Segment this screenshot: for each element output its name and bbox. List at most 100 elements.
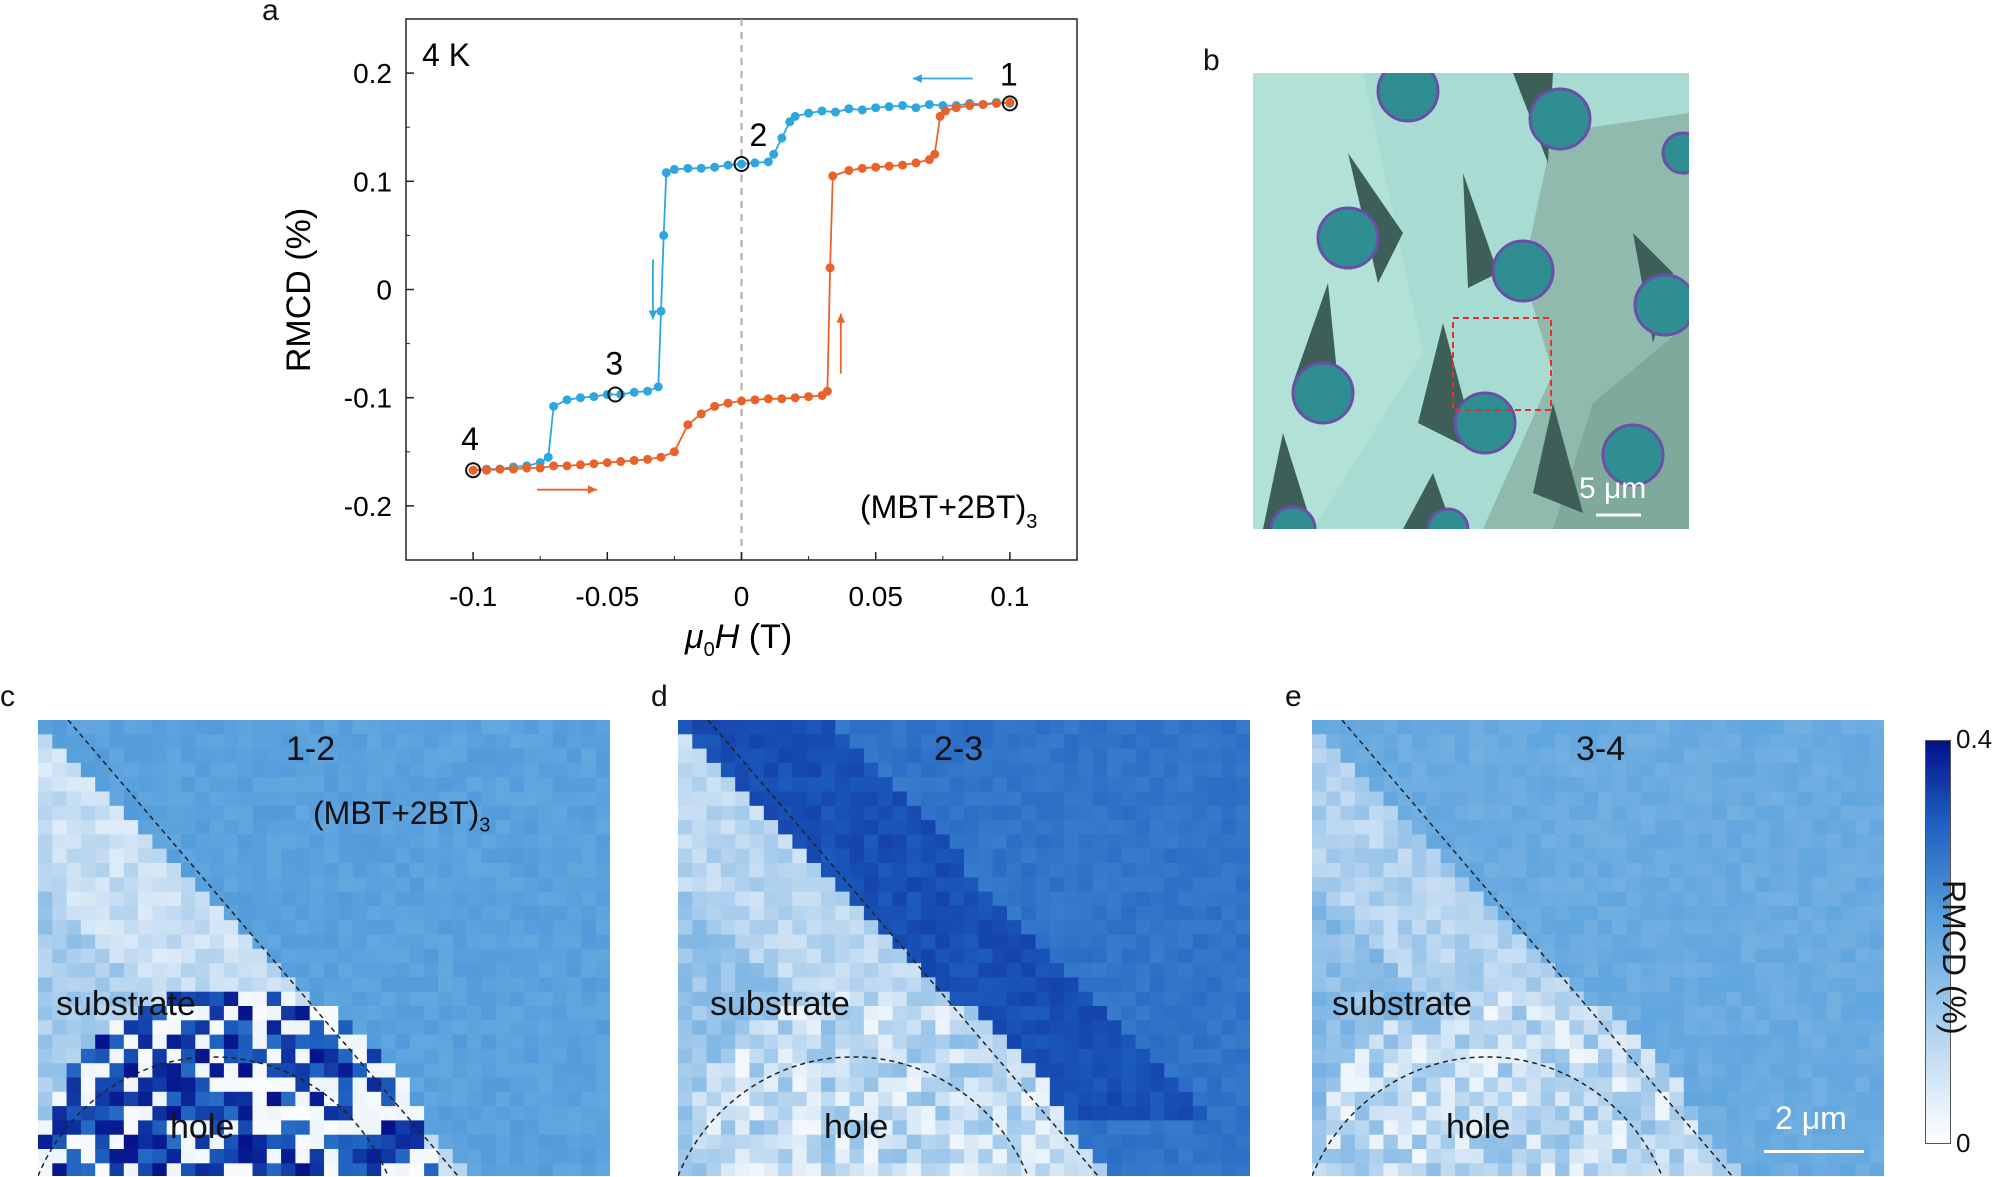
sample-label: (MBT+2BT)3 xyxy=(860,489,1037,533)
data-point xyxy=(549,401,559,411)
flake-5 xyxy=(1533,403,1583,513)
region-of-interest-box xyxy=(1452,317,1552,411)
data-point xyxy=(653,382,663,392)
x-tick-label: 0 xyxy=(734,581,750,612)
data-point xyxy=(575,460,585,470)
flake-edge-line xyxy=(67,720,459,1176)
hole-label-e: hole xyxy=(1446,1108,1511,1146)
data-point xyxy=(589,392,599,402)
photo-scale-label: 5 μm xyxy=(1579,472,1646,505)
data-point xyxy=(777,394,787,404)
data-point xyxy=(629,387,639,397)
data-point xyxy=(696,163,706,173)
data-point xyxy=(884,102,894,112)
data-point xyxy=(951,103,961,113)
map-title-1-2: 1-2 xyxy=(286,730,336,768)
data-point xyxy=(543,452,553,462)
data-point xyxy=(522,463,532,473)
flake-3 xyxy=(1293,283,1338,383)
data-point xyxy=(871,103,881,113)
map-scale-label: 2 μm xyxy=(1775,1100,1847,1136)
data-point xyxy=(857,105,867,115)
data-point xyxy=(643,454,653,464)
data-point xyxy=(898,160,908,170)
hole-edge-arc xyxy=(1312,1056,1663,1176)
data-point xyxy=(930,149,940,159)
data-point xyxy=(659,230,669,240)
rmcd-map-2-3 xyxy=(678,720,1250,1176)
data-point xyxy=(822,386,832,396)
data-point xyxy=(750,158,760,168)
y-tick-label: 0.2 xyxy=(353,58,392,89)
state-label-4: 4 xyxy=(461,421,479,457)
flake-1 xyxy=(1348,153,1403,283)
data-point xyxy=(683,163,693,173)
data-point xyxy=(562,461,572,471)
data-point xyxy=(482,465,492,475)
data-point xyxy=(817,106,827,116)
data-point xyxy=(871,162,881,172)
state-marker-1 xyxy=(1001,95,1018,112)
flake-2 xyxy=(1463,173,1498,288)
data-point xyxy=(723,398,733,408)
data-point xyxy=(924,99,934,109)
state-marker-4 xyxy=(465,462,482,479)
data-point xyxy=(495,464,505,474)
data-point xyxy=(468,465,478,475)
hole-edge-arc xyxy=(38,1056,389,1176)
data-point xyxy=(696,409,706,419)
temperature-label: 4 K xyxy=(422,37,470,73)
data-point xyxy=(911,103,921,113)
colorbar-title: RMCD (%) xyxy=(1936,880,1972,1035)
data-point xyxy=(656,306,666,316)
data-point xyxy=(857,163,867,173)
data-point xyxy=(911,158,921,168)
data-point xyxy=(965,101,975,111)
x-tick-label: -0.05 xyxy=(575,581,639,612)
rmcd-map-1-2 xyxy=(38,720,610,1176)
colorbar xyxy=(1925,740,1951,1144)
rmcd-pixels xyxy=(38,720,610,1176)
map-scale-bar xyxy=(1764,1150,1864,1153)
sweep-arrowhead-right xyxy=(588,485,598,495)
rmcd-map-3-4 xyxy=(1312,720,1884,1176)
data-point xyxy=(661,168,671,178)
x-tick-label: 0.1 xyxy=(990,581,1029,612)
data-point xyxy=(710,401,720,411)
data-point xyxy=(769,149,779,159)
data-point xyxy=(643,386,653,396)
data-point xyxy=(777,133,787,143)
rmcd-pixels xyxy=(678,720,1250,1176)
panel-label-d: d xyxy=(651,680,668,713)
data-point xyxy=(884,161,894,171)
data-point xyxy=(828,171,838,181)
flake-edge-line xyxy=(707,720,1099,1176)
sweep-arrowhead-left xyxy=(912,74,922,83)
data-point xyxy=(535,463,545,473)
data-point xyxy=(790,393,800,403)
panel-label-c: c xyxy=(0,680,15,713)
data-point xyxy=(669,164,679,174)
rmcd-hysteresis-chart: -0.1 -0.05 0 0.05 0.1 0.2 0.1 0 -0.1 -0.2 1 2 3 4 4 K… xyxy=(280,18,1078,661)
data-point xyxy=(978,99,988,109)
data-point xyxy=(830,107,840,117)
data-point xyxy=(785,117,795,127)
data-point xyxy=(575,393,585,403)
data-point xyxy=(602,458,612,468)
substrate-label-d: substrate xyxy=(710,985,850,1023)
data-point xyxy=(804,108,814,118)
data-point xyxy=(549,461,559,471)
colorbar-min-label: 0 xyxy=(1956,1128,1971,1158)
sweep-arrowhead-down xyxy=(648,310,658,320)
hole-edge-arc xyxy=(678,1056,1029,1176)
data-point xyxy=(508,464,518,474)
sweep-arrowhead-up xyxy=(836,313,846,323)
data-point xyxy=(616,457,626,467)
data-point xyxy=(844,104,854,114)
colorbar-max-label: 0.4 xyxy=(1956,724,1993,754)
data-point xyxy=(763,394,773,404)
panel-label-a: a xyxy=(262,0,279,27)
x-tick-label: 0.05 xyxy=(848,581,903,612)
hole-label-d: hole xyxy=(824,1108,889,1146)
data-point xyxy=(656,452,666,462)
